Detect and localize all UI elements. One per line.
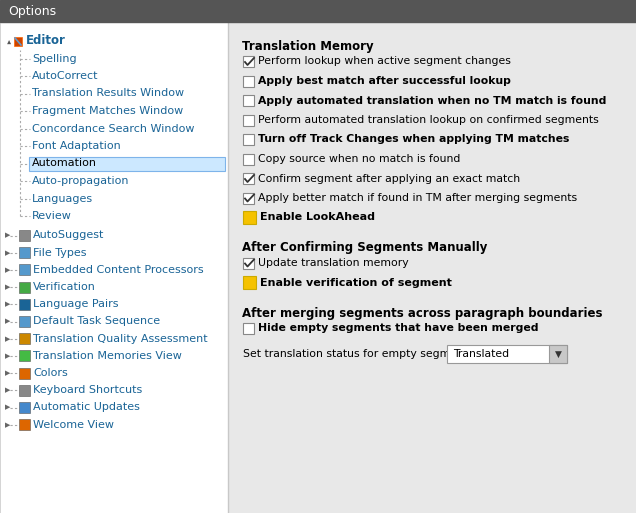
Text: Translation Quality Assessment: Translation Quality Assessment <box>33 333 207 344</box>
Text: ▶: ▶ <box>5 232 10 239</box>
Bar <box>19 299 30 310</box>
Text: ▶: ▶ <box>5 353 10 359</box>
Text: Options: Options <box>8 5 56 17</box>
Text: Colors: Colors <box>33 368 68 378</box>
Bar <box>243 192 254 204</box>
Text: Automation: Automation <box>32 159 97 168</box>
Bar <box>0 22 228 513</box>
Bar <box>243 153 254 165</box>
Text: AutoCorrect: AutoCorrect <box>32 71 99 81</box>
Text: Verification: Verification <box>33 282 96 292</box>
Bar <box>19 402 30 413</box>
Text: File Types: File Types <box>33 248 86 258</box>
Text: Spelling: Spelling <box>32 53 76 64</box>
Bar <box>19 264 30 275</box>
Bar <box>19 282 30 292</box>
Text: Set translation status for empty segments to:: Set translation status for empty segment… <box>243 349 492 359</box>
Text: ◂: ◂ <box>5 39 14 43</box>
Text: Fragment Matches Window: Fragment Matches Window <box>32 106 183 116</box>
Text: Apply better match if found in TM after merging segments: Apply better match if found in TM after … <box>258 193 577 203</box>
Text: Turn off Track Changes when applying TM matches: Turn off Track Changes when applying TM … <box>258 134 569 145</box>
Bar <box>243 134 254 145</box>
Text: ▶: ▶ <box>5 336 10 342</box>
Text: ▶: ▶ <box>5 319 10 325</box>
Bar <box>243 114 254 126</box>
Text: Languages: Languages <box>32 193 93 204</box>
Bar <box>19 333 30 344</box>
Text: After Confirming Segments Manually: After Confirming Segments Manually <box>242 242 487 254</box>
Text: Enable verification of segment: Enable verification of segment <box>260 278 452 287</box>
Text: ▶: ▶ <box>5 422 10 428</box>
Text: AutoSuggest: AutoSuggest <box>33 230 104 241</box>
Text: Translation Memory: Translation Memory <box>242 40 373 53</box>
Bar <box>243 75 254 87</box>
Text: ▶: ▶ <box>5 301 10 307</box>
Text: Apply best match after successful lookup: Apply best match after successful lookup <box>258 76 511 86</box>
Bar <box>0 0 636 22</box>
Text: ▶: ▶ <box>5 284 10 290</box>
Bar <box>447 345 567 363</box>
Text: Font Adaptation: Font Adaptation <box>32 141 121 151</box>
Text: Embedded Content Processors: Embedded Content Processors <box>33 265 204 275</box>
Bar <box>19 316 30 327</box>
Bar <box>19 350 30 361</box>
Text: Perform lookup when active segment changes: Perform lookup when active segment chang… <box>258 56 511 67</box>
Bar <box>229 22 636 513</box>
Text: ▶: ▶ <box>5 404 10 410</box>
Text: Perform automated translation lookup on confirmed segments: Perform automated translation lookup on … <box>258 115 598 125</box>
Text: Automatic Updates: Automatic Updates <box>33 403 140 412</box>
Text: ▶: ▶ <box>5 387 10 393</box>
Text: Keyboard Shortcuts: Keyboard Shortcuts <box>33 385 142 396</box>
Text: Concordance Search Window: Concordance Search Window <box>32 124 195 133</box>
Text: Review: Review <box>32 211 72 221</box>
Text: Translation Memories View: Translation Memories View <box>33 351 182 361</box>
Text: Enable LookAhead: Enable LookAhead <box>260 212 375 223</box>
Bar <box>243 258 254 268</box>
Text: ▶: ▶ <box>5 267 10 273</box>
Bar <box>243 173 254 184</box>
Bar <box>243 276 256 289</box>
Bar <box>19 247 30 258</box>
Text: Copy source when no match is found: Copy source when no match is found <box>258 154 460 164</box>
Bar <box>19 419 30 430</box>
Bar <box>29 156 225 170</box>
Text: After merging segments across paragraph boundaries: After merging segments across paragraph … <box>242 306 602 320</box>
Bar <box>243 56 254 67</box>
Text: ▼: ▼ <box>555 349 562 359</box>
Bar <box>14 37 22 46</box>
Text: Translated: Translated <box>453 349 509 359</box>
Bar <box>243 323 254 333</box>
Text: ▶: ▶ <box>5 250 10 255</box>
Text: Auto-propagation: Auto-propagation <box>32 176 130 186</box>
Text: Update translation memory: Update translation memory <box>258 258 408 268</box>
Text: Apply automated translation when no TM match is found: Apply automated translation when no TM m… <box>258 95 606 106</box>
Bar <box>243 95 254 106</box>
Bar <box>19 385 30 396</box>
Text: ▶: ▶ <box>5 370 10 376</box>
Bar <box>19 230 30 241</box>
Text: Translation Results Window: Translation Results Window <box>32 89 184 98</box>
Bar <box>19 368 30 379</box>
Bar <box>243 211 256 224</box>
Text: Confirm segment after applying an exact match: Confirm segment after applying an exact … <box>258 173 520 184</box>
Text: Editor: Editor <box>26 34 66 48</box>
Bar <box>549 345 567 363</box>
Text: Language Pairs: Language Pairs <box>33 299 118 309</box>
Text: Welcome View: Welcome View <box>33 420 114 430</box>
Text: Default Task Sequence: Default Task Sequence <box>33 317 160 326</box>
Text: Hide empty segments that have been merged: Hide empty segments that have been merge… <box>258 323 539 333</box>
